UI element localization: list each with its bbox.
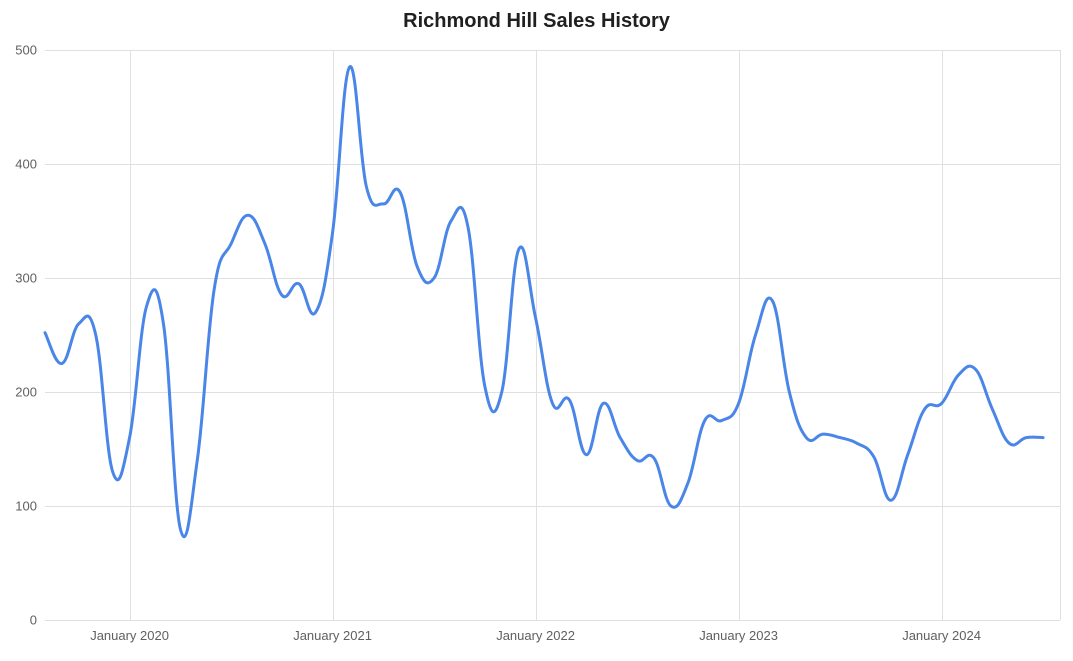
y-grid-line (45, 620, 1060, 621)
x-tick-label: January 2022 (496, 628, 575, 643)
plot-right-border (1060, 50, 1061, 620)
sales-line (45, 67, 1043, 537)
y-tick-label: 100 (15, 499, 37, 514)
x-tick-label: January 2021 (293, 628, 372, 643)
y-tick-label: 400 (15, 157, 37, 172)
y-tick-label: 200 (15, 385, 37, 400)
x-tick-label: January 2023 (699, 628, 778, 643)
x-tick-label: January 2020 (90, 628, 169, 643)
chart-title: Richmond Hill Sales History (0, 0, 1073, 38)
y-tick-label: 300 (15, 271, 37, 286)
plot-area: 0100200300400500January 2020January 2021… (45, 50, 1060, 620)
line-chart-svg (45, 50, 1060, 620)
y-tick-label: 500 (15, 43, 37, 58)
chart-container: Richmond Hill Sales History 010020030040… (0, 0, 1073, 661)
y-tick-label: 0 (30, 613, 37, 628)
x-tick-label: January 2024 (902, 628, 981, 643)
